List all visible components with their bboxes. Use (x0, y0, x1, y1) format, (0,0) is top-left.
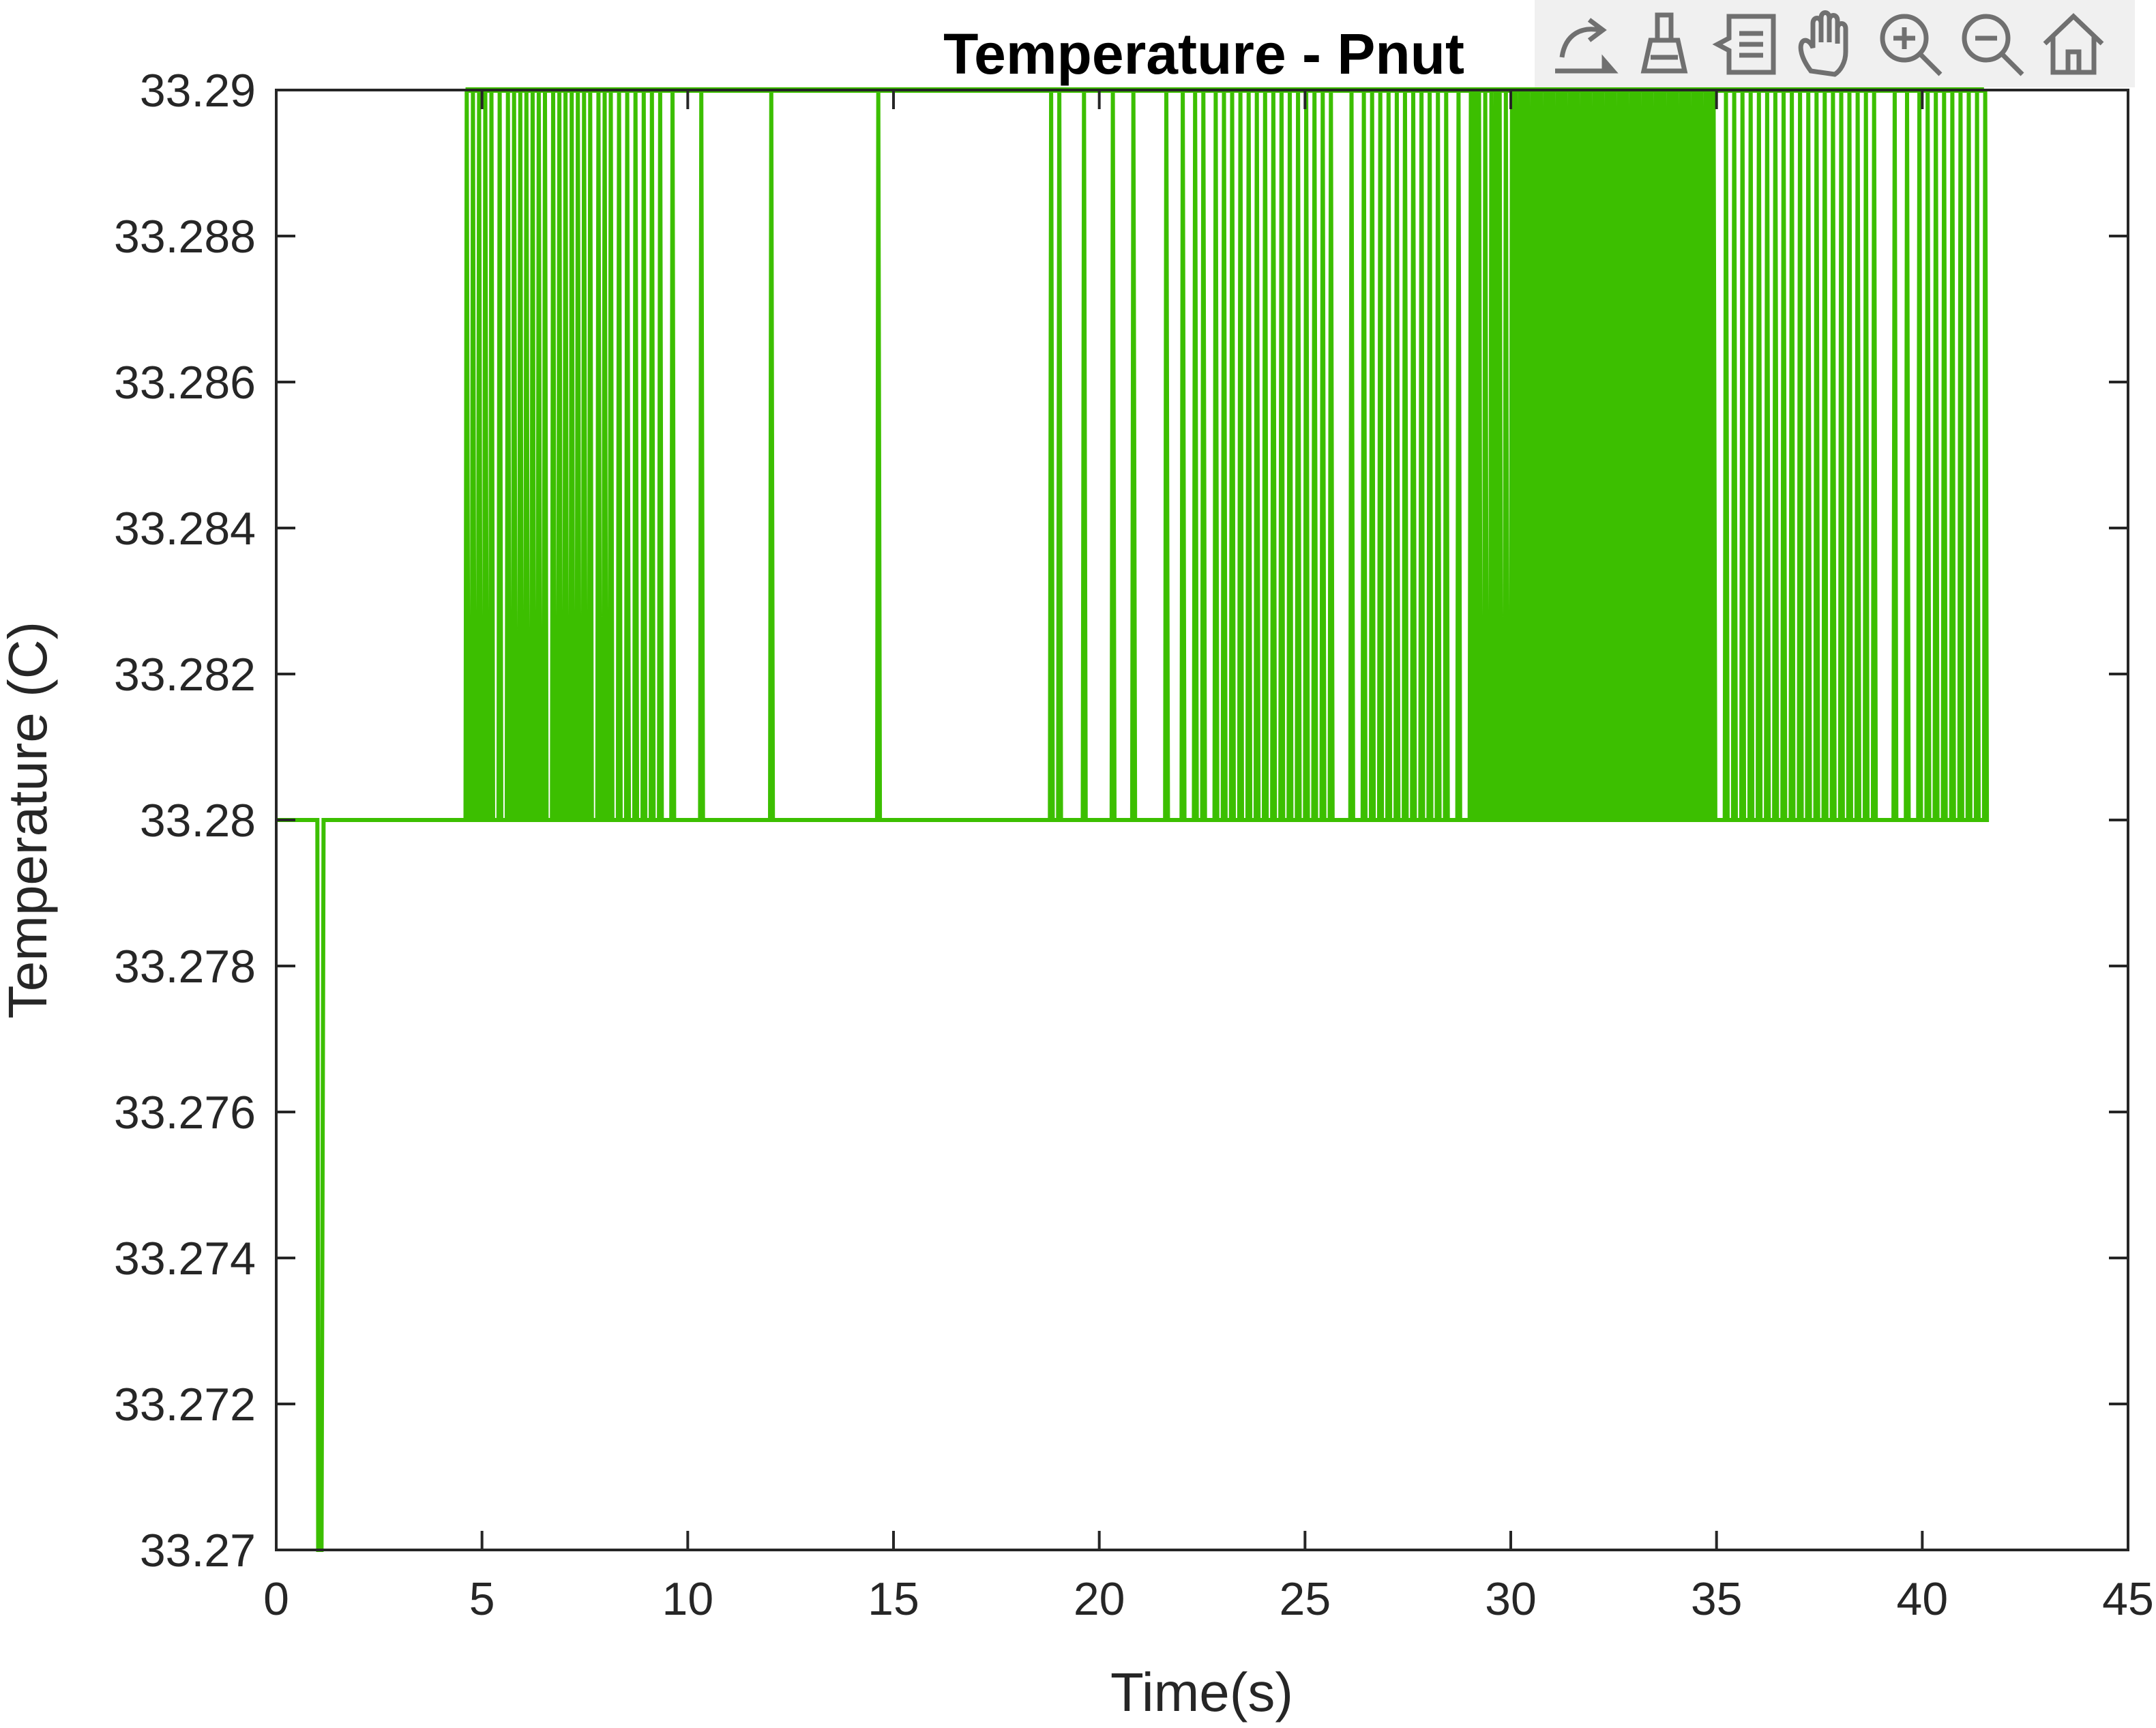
x-tick-label: 10 (662, 1573, 714, 1625)
zoom-in-icon[interactable] (1880, 14, 1943, 76)
data-tips-icon[interactable] (1712, 14, 1776, 75)
series-line-0 (276, 89, 1990, 1552)
x-tick-label: 0 (263, 1573, 289, 1625)
zoom-out-icon[interactable] (1962, 14, 2024, 76)
x-tick-label: 5 (469, 1573, 495, 1625)
home-icon[interactable] (2043, 13, 2104, 75)
y-tick-label: 33.272 (114, 1379, 256, 1431)
y-tick-label: 33.276 (114, 1087, 256, 1139)
y-tick-label: 33.274 (114, 1233, 256, 1285)
export-icon[interactable] (1555, 18, 1619, 74)
y-tick-label: 33.284 (114, 503, 256, 555)
axes-toolbar (1535, 0, 2135, 87)
pan-icon[interactable] (1798, 10, 1848, 77)
y-tick-label: 33.27 (140, 1525, 256, 1577)
y-tick-label: 33.28 (140, 795, 256, 847)
x-tick-label: 35 (1691, 1573, 1743, 1625)
chart-title: Temperature - Pnut (943, 22, 1464, 86)
axes-layer: 0 5 10 15 20 25 30 35 40 45 33.27 33.272 33.274 33.27… (114, 65, 2154, 1625)
x-tick-label: 45 (2102, 1573, 2154, 1625)
y-tick-label: 33.282 (114, 649, 256, 701)
y-tick-label: 33.278 (114, 941, 256, 993)
y-axis-label: Temperature (C) (0, 621, 58, 1019)
x-tick-label: 40 (1897, 1573, 1949, 1625)
x-tick-label: 25 (1280, 1573, 1331, 1625)
x-tick-label: 15 (868, 1573, 919, 1625)
x-tick-label: 20 (1074, 1573, 1125, 1625)
x-tick-label: 30 (1485, 1573, 1537, 1625)
x-axis-label: Time(s) (1110, 1662, 1293, 1723)
y-tick-label: 33.286 (114, 357, 256, 409)
brush-icon[interactable] (1640, 12, 1688, 74)
y-tick-label: 33.29 (140, 65, 256, 117)
y-tick-label: 33.288 (114, 211, 256, 263)
